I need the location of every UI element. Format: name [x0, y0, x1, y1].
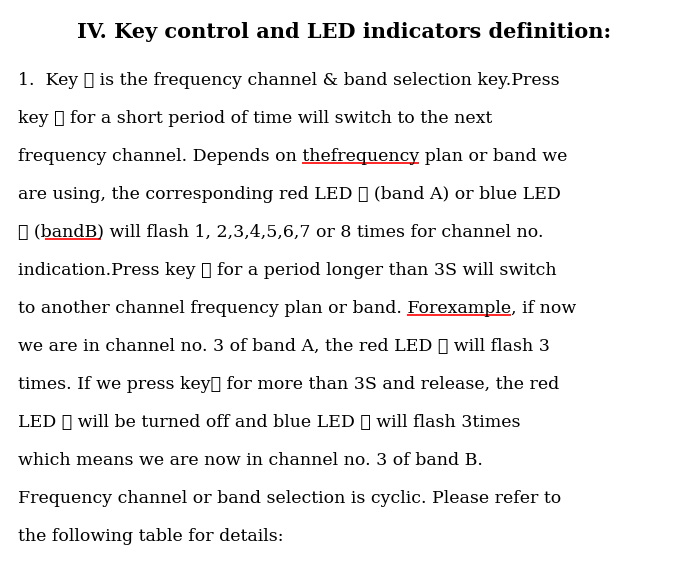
Text: to another channel frequency plan or band. Forexample, if now: to another channel frequency plan or ban… [18, 300, 576, 317]
Text: which means we are now in channel no. 3 of band B.: which means we are now in channel no. 3 … [18, 452, 483, 469]
Text: ② (bandB) will flash 1, 2,3,4,5,6,7 or 8 times for channel no.: ② (bandB) will flash 1, 2,3,4,5,6,7 or 8… [18, 224, 544, 241]
Text: indication.Press key ④ for a period longer than 3S will switch: indication.Press key ④ for a period long… [18, 262, 557, 279]
Text: IV. Key control and LED indicators definition:: IV. Key control and LED indicators defin… [77, 22, 612, 42]
Text: times. If we press key④ for more than 3S and release, the red: times. If we press key④ for more than 3S… [18, 376, 559, 393]
Text: Frequency channel or band selection is cyclic. Please refer to: Frequency channel or band selection is c… [18, 490, 562, 507]
Text: 1.  Key ④ is the frequency channel & band selection key.Press: 1. Key ④ is the frequency channel & band… [18, 72, 559, 89]
Text: LED ① will be turned off and blue LED ② will flash 3times: LED ① will be turned off and blue LED ② … [18, 414, 520, 431]
Text: the following table for details:: the following table for details: [18, 528, 283, 545]
Text: are using, the corresponding red LED ① (band A) or blue LED: are using, the corresponding red LED ① (… [18, 186, 561, 203]
Text: frequency channel. Depends on thefrequency plan or band we: frequency channel. Depends on thefrequen… [18, 148, 567, 165]
Text: key ④ for a short period of time will switch to the next: key ④ for a short period of time will sw… [18, 110, 492, 127]
Text: we are in channel no. 3 of band A, the red LED ① will flash 3: we are in channel no. 3 of band A, the r… [18, 338, 550, 355]
